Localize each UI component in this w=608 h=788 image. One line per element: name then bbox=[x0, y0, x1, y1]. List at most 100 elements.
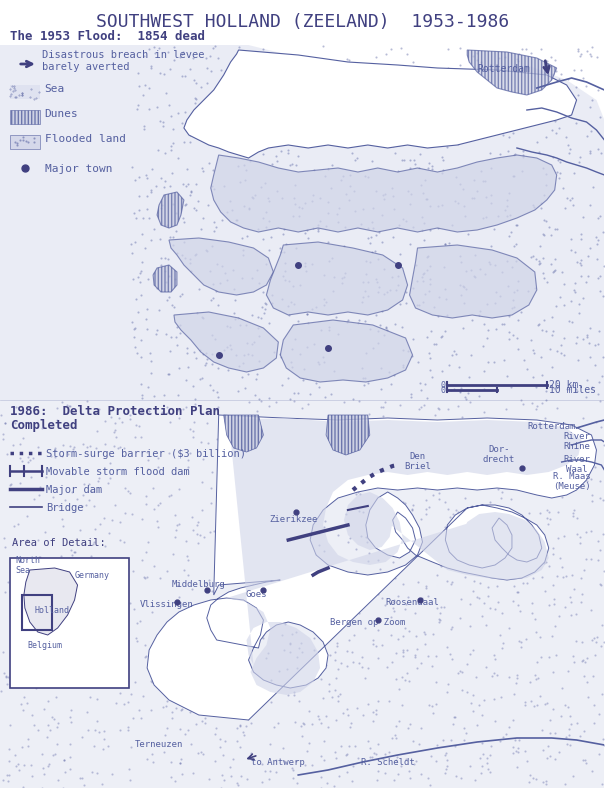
Point bbox=[323, 324, 333, 336]
Point bbox=[493, 482, 503, 495]
Point bbox=[166, 755, 176, 768]
Point bbox=[421, 507, 431, 520]
Point bbox=[151, 328, 161, 340]
Point bbox=[541, 548, 551, 561]
Point bbox=[528, 250, 538, 262]
Point bbox=[108, 578, 117, 591]
Point bbox=[40, 768, 49, 780]
Point bbox=[219, 507, 229, 519]
Point bbox=[227, 203, 237, 216]
Point bbox=[349, 434, 359, 447]
Point bbox=[360, 372, 370, 385]
Point bbox=[132, 635, 142, 648]
Point bbox=[379, 329, 389, 341]
Point bbox=[579, 670, 589, 682]
Point bbox=[475, 523, 485, 536]
Point bbox=[94, 566, 104, 578]
Point bbox=[395, 115, 405, 128]
Point bbox=[344, 634, 354, 646]
Point bbox=[22, 697, 32, 709]
Point bbox=[83, 606, 92, 619]
Point bbox=[210, 636, 219, 649]
Point bbox=[252, 110, 261, 123]
Point bbox=[244, 540, 254, 552]
Point bbox=[188, 51, 198, 64]
Point bbox=[111, 431, 121, 444]
Point bbox=[193, 195, 203, 207]
Point bbox=[333, 637, 342, 649]
Point bbox=[197, 126, 207, 139]
Point bbox=[142, 753, 152, 765]
Point bbox=[471, 76, 480, 88]
Point bbox=[240, 111, 249, 124]
Point bbox=[423, 251, 432, 264]
Point bbox=[48, 491, 58, 504]
Point bbox=[27, 623, 37, 636]
Point bbox=[541, 457, 551, 470]
Point bbox=[333, 663, 342, 675]
Point bbox=[432, 754, 441, 767]
Point bbox=[381, 525, 391, 537]
Point bbox=[320, 602, 330, 615]
Point bbox=[578, 292, 588, 305]
Point bbox=[174, 362, 184, 374]
Point bbox=[532, 400, 542, 412]
Point bbox=[560, 203, 570, 215]
Point bbox=[313, 223, 323, 236]
Point bbox=[486, 104, 496, 117]
Point bbox=[365, 742, 375, 755]
Point bbox=[513, 586, 522, 599]
Point bbox=[282, 491, 292, 504]
Point bbox=[78, 619, 88, 632]
Point bbox=[210, 40, 220, 53]
Point bbox=[427, 163, 437, 176]
Point bbox=[294, 149, 303, 162]
Point bbox=[537, 228, 547, 240]
Point bbox=[539, 68, 549, 80]
Point bbox=[582, 652, 592, 664]
Point bbox=[311, 377, 321, 389]
Point bbox=[494, 444, 503, 456]
Polygon shape bbox=[147, 415, 596, 720]
Point bbox=[226, 571, 236, 583]
Point bbox=[475, 263, 485, 276]
Point bbox=[499, 318, 509, 330]
Point bbox=[461, 392, 471, 405]
Point bbox=[208, 292, 218, 304]
Point bbox=[593, 84, 603, 97]
Point bbox=[92, 424, 102, 437]
Point bbox=[465, 620, 475, 633]
Point bbox=[158, 116, 168, 128]
Point bbox=[294, 695, 304, 708]
Point bbox=[142, 303, 151, 315]
Point bbox=[54, 774, 63, 786]
Point bbox=[297, 92, 306, 105]
Point bbox=[477, 610, 487, 623]
Point bbox=[374, 226, 384, 239]
Point bbox=[502, 255, 512, 267]
Point bbox=[482, 752, 492, 764]
Point bbox=[579, 725, 589, 738]
Point bbox=[167, 299, 177, 311]
Point bbox=[508, 301, 517, 314]
Point bbox=[274, 58, 283, 70]
Point bbox=[339, 396, 349, 408]
Point bbox=[425, 113, 435, 126]
Point bbox=[488, 507, 497, 520]
Point bbox=[446, 734, 455, 746]
Point bbox=[582, 391, 592, 403]
Point bbox=[286, 296, 296, 308]
Point bbox=[443, 760, 452, 772]
Point bbox=[200, 689, 210, 701]
Point bbox=[438, 164, 448, 177]
Point bbox=[289, 210, 299, 223]
Point bbox=[398, 212, 408, 225]
Point bbox=[539, 557, 548, 570]
Point bbox=[314, 58, 323, 70]
Point bbox=[289, 191, 299, 204]
Point bbox=[511, 238, 521, 251]
Point bbox=[467, 506, 477, 519]
Point bbox=[49, 623, 59, 636]
Point bbox=[116, 440, 125, 453]
Point bbox=[455, 479, 465, 492]
